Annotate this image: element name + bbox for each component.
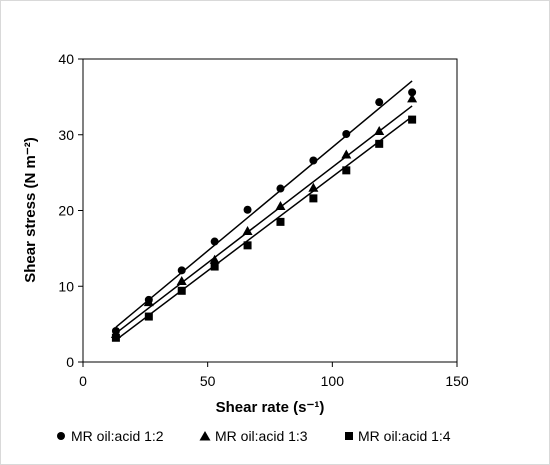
legend-label: MR oil:acid 1:2 xyxy=(71,428,164,444)
legend-marker-triangle xyxy=(199,431,211,441)
data-point-square xyxy=(408,115,417,124)
data-point-triangle xyxy=(242,225,253,235)
legend-marker-square xyxy=(345,432,353,440)
plot-border xyxy=(82,58,458,363)
data-point-triangle xyxy=(176,275,187,285)
legend-label: MR oil:acid 1:4 xyxy=(358,428,451,444)
x-tick-label: 150 xyxy=(445,373,469,389)
plot-area: 0 50 100 150 0 10 20 30 40 xyxy=(58,51,468,389)
data-point-square xyxy=(276,217,285,226)
data-point-triangle xyxy=(143,297,154,307)
data-point-circle xyxy=(243,205,252,214)
data-point-circle xyxy=(309,156,318,165)
y-axis-title: Shear stress (N m⁻²) xyxy=(22,137,39,282)
data-point-triangle xyxy=(275,200,286,210)
data-point-circle xyxy=(276,184,285,193)
data-point-circle xyxy=(342,129,351,138)
y-tick-label: 10 xyxy=(58,278,74,294)
y-tick-label: 20 xyxy=(58,203,74,219)
trendline-circle xyxy=(115,80,413,328)
data-point-circle xyxy=(375,98,384,107)
data-point-circle xyxy=(177,266,186,275)
x-tick-label: 100 xyxy=(321,373,345,389)
y-tick-label: 40 xyxy=(58,51,74,67)
x-tick-label: 0 xyxy=(79,373,87,389)
y-tick-label: 30 xyxy=(58,127,74,143)
data-point-square xyxy=(144,312,153,321)
legend-item-2: MR oil:acid 1:3 xyxy=(199,428,308,444)
data-point-triangle xyxy=(341,149,352,159)
data-point-circle xyxy=(210,237,219,246)
data-point-square xyxy=(342,166,351,175)
data-point-square xyxy=(375,139,384,148)
legend-item-3: MR oil:acid 1:4 xyxy=(345,428,451,444)
x-axis-title: Shear rate (s⁻¹) xyxy=(216,399,325,416)
legend-label: MR oil:acid 1:3 xyxy=(215,428,308,444)
trendline-triangle xyxy=(115,105,413,334)
data-point-square xyxy=(210,262,219,271)
legend-item-1: MR oil:acid 1:2 xyxy=(57,428,164,444)
data-point-square xyxy=(177,286,186,295)
data-point-triangle xyxy=(374,125,385,135)
trendline-square xyxy=(115,115,413,341)
data-point-triangle xyxy=(209,254,220,264)
data-point-triangle xyxy=(407,93,418,103)
data-point-square xyxy=(243,241,252,250)
legend: MR oil:acid 1:2 MR oil:acid 1:3 MR oil:a… xyxy=(57,428,451,444)
data-point-square xyxy=(111,333,120,342)
data-point-square xyxy=(309,194,318,203)
x-tick-label: 50 xyxy=(200,373,216,389)
legend-marker-circle xyxy=(57,432,65,440)
y-tick-label: 0 xyxy=(66,354,74,370)
data-point-circle xyxy=(408,88,417,97)
